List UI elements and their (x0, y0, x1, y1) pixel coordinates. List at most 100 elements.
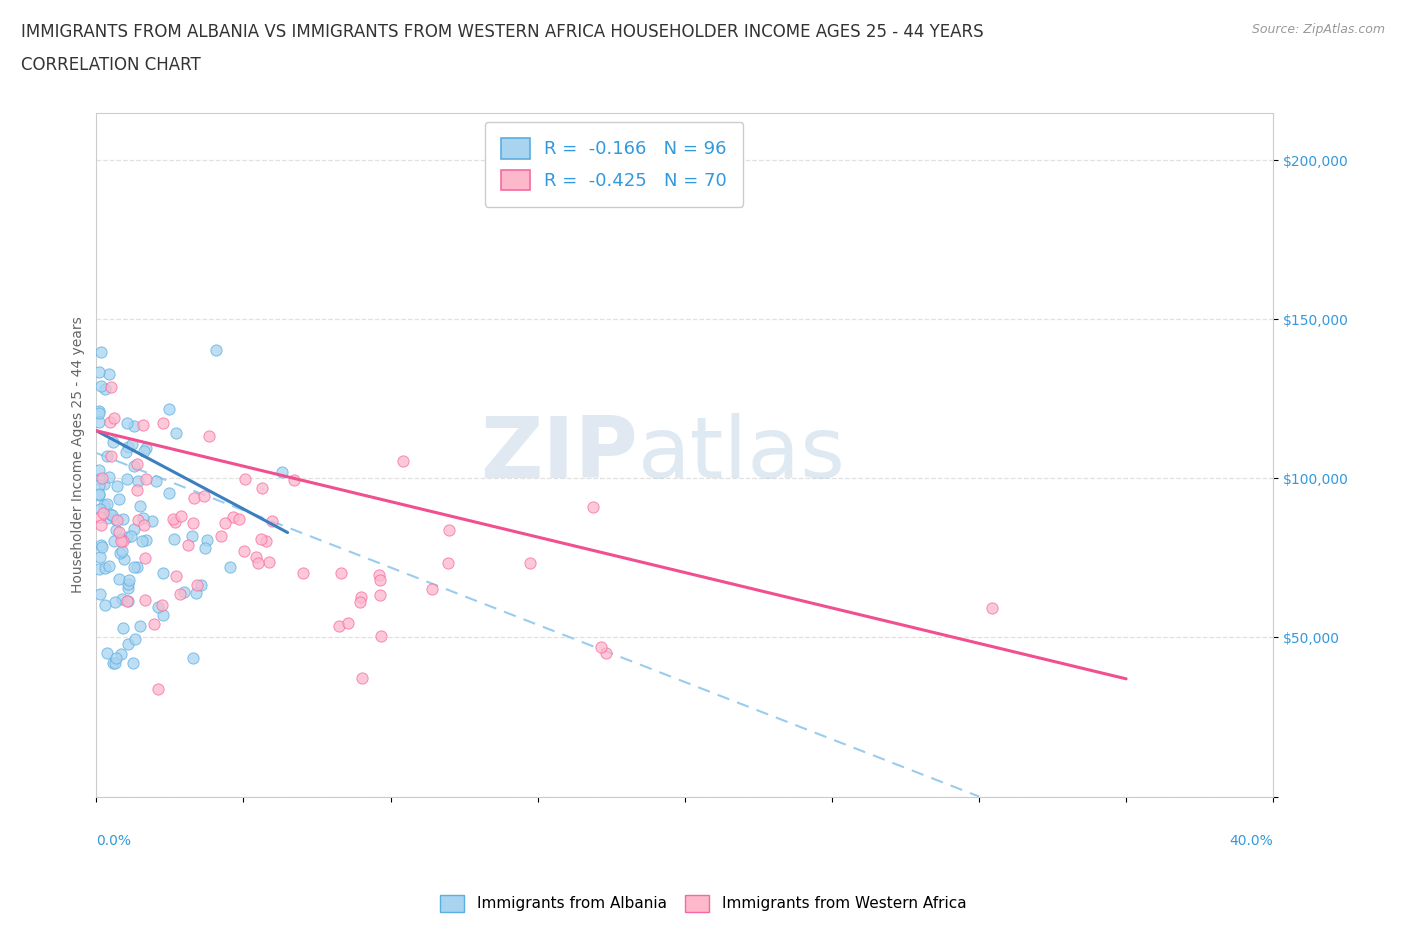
Point (96, 448, 118, 463)
Point (112, 534, 135, 549)
Point (177, 538, 200, 552)
Point (209, 528, 232, 543)
Point (134, 592, 156, 607)
Point (89, 587, 111, 602)
Point (367, 567, 389, 582)
Point (122, 419, 145, 434)
Point (157, 402, 180, 417)
Legend: R =  -0.166   N = 96, R =  -0.425   N = 70: R = -0.166 N = 96, R = -0.425 N = 70 (485, 122, 744, 206)
Point (292, 565, 315, 580)
Point (104, 656, 127, 671)
Point (98, 414, 121, 429)
Point (111, 591, 134, 606)
Point (118, 573, 141, 588)
Point (235, 472, 257, 486)
Text: 0.0%: 0.0% (97, 834, 131, 848)
Point (336, 616, 359, 631)
Point (117, 580, 139, 595)
Point (591, 639, 613, 654)
Point (146, 600, 169, 615)
Point (89, 550, 111, 565)
Point (89, 518, 111, 533)
Point (163, 532, 186, 547)
Point (111, 543, 134, 558)
Point (349, 590, 371, 604)
Text: Source: ZipAtlas.com: Source: ZipAtlas.com (1251, 23, 1385, 36)
Point (105, 651, 128, 666)
Point (370, 588, 392, 603)
Point (370, 629, 392, 644)
Point (148, 682, 170, 697)
Point (259, 554, 281, 569)
Point (89, 405, 111, 420)
Point (90, 344, 112, 359)
Point (89, 487, 111, 502)
Point (89, 414, 111, 429)
Point (101, 656, 124, 671)
Point (111, 512, 134, 526)
Point (582, 500, 605, 515)
Point (250, 481, 273, 496)
Point (219, 560, 242, 575)
Point (89, 509, 111, 524)
Text: 40.0%: 40.0% (1229, 834, 1274, 848)
Point (132, 511, 155, 525)
Legend: Immigrants from Albania, Immigrants from Western Africa: Immigrants from Albania, Immigrants from… (433, 889, 973, 918)
Point (152, 607, 174, 622)
Point (195, 533, 218, 548)
Point (90, 538, 112, 552)
Point (105, 478, 128, 493)
Point (89, 463, 111, 478)
Point (125, 560, 148, 575)
Point (519, 555, 541, 570)
Point (97, 470, 120, 485)
Point (117, 440, 139, 455)
Point (420, 581, 443, 596)
Point (392, 454, 415, 469)
Point (105, 523, 128, 538)
Point (145, 473, 167, 488)
Point (105, 512, 128, 527)
Point (110, 531, 132, 546)
Point (186, 578, 208, 592)
Point (152, 416, 174, 431)
Point (107, 571, 129, 586)
Point (247, 555, 270, 570)
Text: IMMIGRANTS FROM ALBANIA VS IMMIGRANTS FROM WESTERN AFRICA HOUSEHOLDER INCOME AGE: IMMIGRANTS FROM ALBANIA VS IMMIGRANTS FR… (21, 23, 984, 41)
Point (112, 551, 135, 566)
Point (125, 483, 148, 498)
Point (204, 342, 226, 357)
Point (134, 444, 156, 458)
Point (120, 529, 142, 544)
Point (254, 534, 277, 549)
Point (100, 508, 122, 523)
Point (165, 514, 187, 529)
Point (94, 598, 117, 613)
Point (128, 498, 150, 513)
Point (104, 512, 127, 526)
Point (108, 491, 131, 506)
Point (143, 617, 166, 631)
Point (89, 404, 111, 418)
Point (270, 465, 292, 480)
Point (110, 534, 132, 549)
Point (89, 501, 111, 516)
Point (260, 514, 283, 529)
Point (135, 441, 157, 456)
Point (162, 512, 184, 527)
Point (132, 418, 155, 432)
Point (150, 597, 173, 612)
Point (214, 515, 236, 530)
Point (134, 551, 156, 565)
Point (96, 511, 118, 525)
Point (233, 544, 256, 559)
Point (103, 411, 125, 426)
Point (169, 587, 191, 602)
Point (89, 477, 111, 492)
Point (127, 473, 149, 488)
Point (117, 472, 139, 486)
Point (117, 577, 139, 591)
Point (100, 449, 122, 464)
Point (181, 516, 204, 531)
Point (222, 510, 245, 525)
